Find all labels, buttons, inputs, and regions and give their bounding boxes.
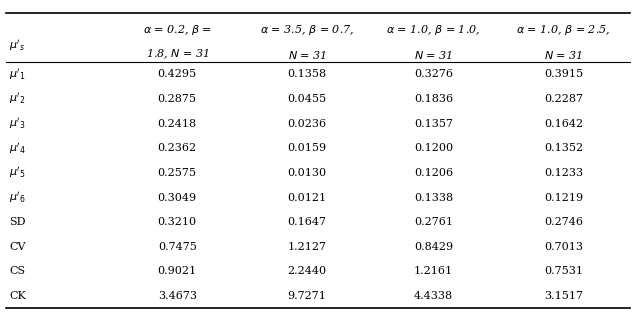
- Text: 0.1357: 0.1357: [414, 119, 453, 128]
- Text: 0.2287: 0.2287: [544, 94, 583, 104]
- Text: 0.1352: 0.1352: [544, 143, 583, 153]
- Text: 0.2746: 0.2746: [544, 217, 583, 227]
- Text: 0.3210: 0.3210: [158, 217, 197, 227]
- Text: 0.1358: 0.1358: [287, 69, 327, 79]
- Text: 0.0236: 0.0236: [287, 119, 327, 128]
- Text: 0.0130: 0.0130: [287, 168, 327, 178]
- Text: 3.1517: 3.1517: [544, 291, 583, 301]
- Text: $N$ = 31: $N$ = 31: [544, 49, 583, 61]
- Text: $\mu'_5$: $\mu'_5$: [9, 165, 26, 180]
- Text: $\alpha$ = 0.2, $\beta$ =: $\alpha$ = 0.2, $\beta$ =: [142, 23, 212, 37]
- Text: 0.3915: 0.3915: [544, 69, 583, 79]
- Text: $\alpha$ = 3.5, $\beta$ = 0.7,: $\alpha$ = 3.5, $\beta$ = 0.7,: [260, 23, 354, 37]
- Text: 1.8, $N$ = 31: 1.8, $N$ = 31: [146, 48, 209, 61]
- Text: $\mu'_2$: $\mu'_2$: [9, 92, 26, 107]
- Text: 3.4673: 3.4673: [158, 291, 197, 301]
- Text: CV: CV: [9, 242, 26, 252]
- Text: $N$ = 31: $N$ = 31: [287, 49, 327, 61]
- Text: 0.2418: 0.2418: [158, 119, 197, 128]
- Text: $\alpha$ = 1.0, $\beta$ = 2.5,: $\alpha$ = 1.0, $\beta$ = 2.5,: [516, 23, 611, 37]
- Text: 0.1836: 0.1836: [414, 94, 453, 104]
- Text: 0.0455: 0.0455: [287, 94, 327, 104]
- Text: CK: CK: [9, 291, 27, 301]
- Text: $\mu'_s$: $\mu'_s$: [9, 38, 25, 53]
- Text: 0.2761: 0.2761: [414, 217, 453, 227]
- Text: 4.4338: 4.4338: [414, 291, 453, 301]
- Text: SD: SD: [9, 217, 26, 227]
- Text: 0.4295: 0.4295: [158, 69, 197, 79]
- Text: 0.1338: 0.1338: [414, 193, 453, 203]
- Text: 0.2575: 0.2575: [158, 168, 197, 178]
- Text: 0.1206: 0.1206: [414, 168, 453, 178]
- Text: 0.0121: 0.0121: [287, 193, 327, 203]
- Text: 0.2875: 0.2875: [158, 94, 197, 104]
- Text: $N$ = 31: $N$ = 31: [414, 49, 453, 61]
- Text: 0.9021: 0.9021: [158, 266, 197, 276]
- Text: 0.1642: 0.1642: [544, 119, 583, 128]
- Text: 9.7271: 9.7271: [287, 291, 327, 301]
- Text: 0.3049: 0.3049: [158, 193, 197, 203]
- Text: CS: CS: [9, 266, 25, 276]
- Text: $\alpha$ = 1.0, $\beta$ = 1.0,: $\alpha$ = 1.0, $\beta$ = 1.0,: [386, 23, 481, 37]
- Text: 0.7013: 0.7013: [544, 242, 583, 252]
- Text: 1.2161: 1.2161: [414, 266, 453, 276]
- Text: 0.0159: 0.0159: [287, 143, 327, 153]
- Text: 1.2127: 1.2127: [287, 242, 327, 252]
- Text: 2.2440: 2.2440: [287, 266, 327, 276]
- Text: 0.7475: 0.7475: [158, 242, 197, 252]
- Text: 0.1219: 0.1219: [544, 193, 583, 203]
- Text: $\mu'_1$: $\mu'_1$: [9, 67, 26, 82]
- Text: $\mu'_3$: $\mu'_3$: [9, 116, 26, 131]
- Text: 0.1233: 0.1233: [544, 168, 583, 178]
- Text: 0.1200: 0.1200: [414, 143, 453, 153]
- Text: 0.7531: 0.7531: [544, 266, 583, 276]
- Text: 0.2362: 0.2362: [158, 143, 197, 153]
- Text: 0.3276: 0.3276: [414, 69, 453, 79]
- Text: $\mu'_6$: $\mu'_6$: [9, 190, 26, 205]
- Text: $\mu'_4$: $\mu'_4$: [9, 141, 27, 156]
- Text: 0.8429: 0.8429: [414, 242, 453, 252]
- Text: 0.1647: 0.1647: [287, 217, 327, 227]
